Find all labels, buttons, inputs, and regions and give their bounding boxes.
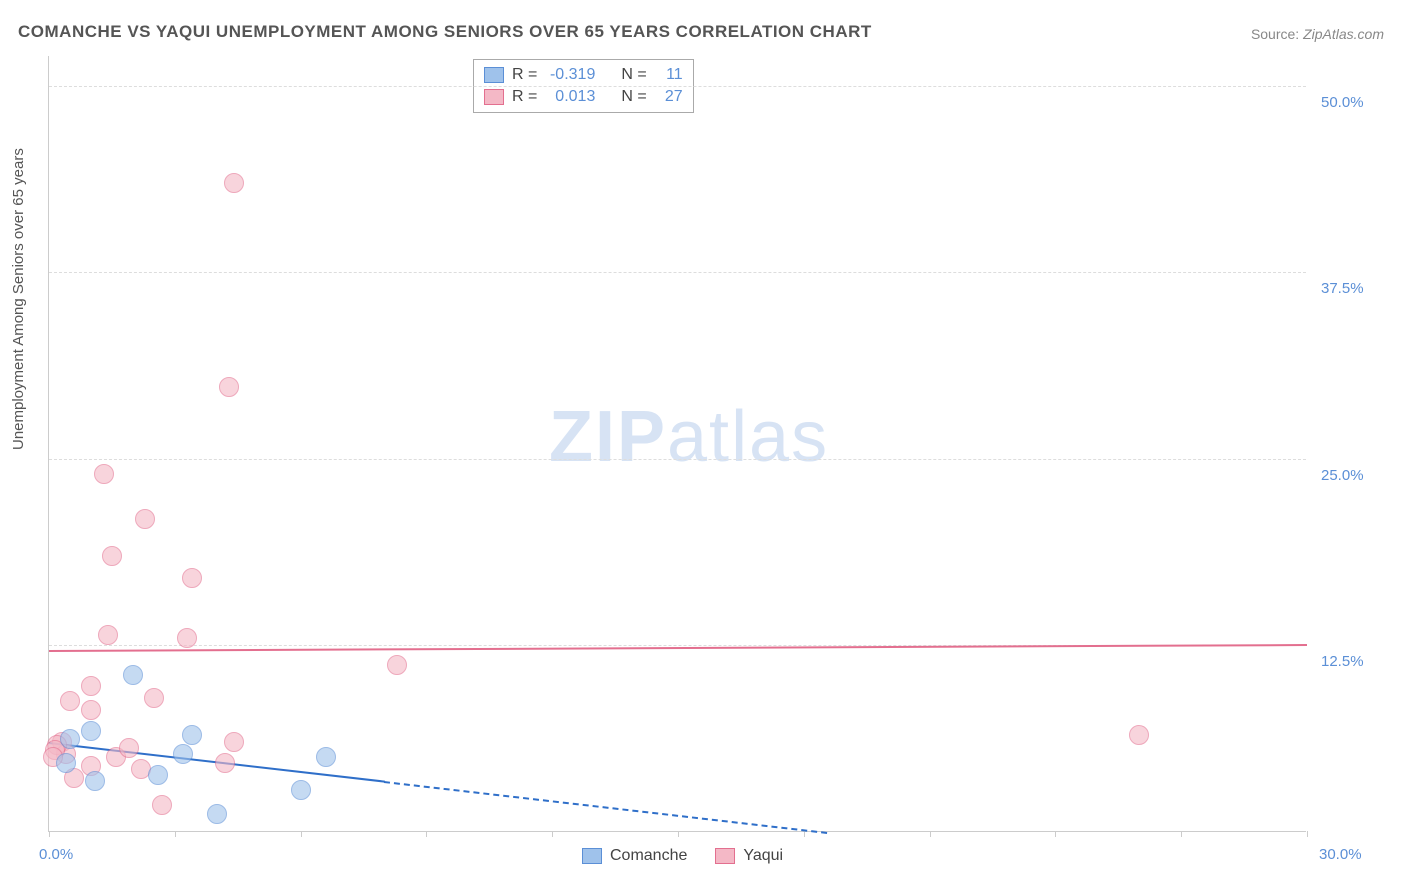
y-tick-label: 25.0%: [1321, 467, 1364, 484]
legend-swatch: [582, 848, 602, 864]
series-swatch: [484, 89, 504, 105]
x-tick: [49, 831, 50, 837]
data-point: [219, 377, 239, 397]
gridline: [49, 459, 1306, 460]
data-point: [135, 509, 155, 529]
legend-swatch: [715, 848, 735, 864]
stats-row: R = -0.319 N = 11: [484, 64, 683, 86]
chart-title: COMANCHE VS YAQUI UNEMPLOYMENT AMONG SEN…: [18, 22, 872, 42]
watermark-light: atlas: [667, 397, 829, 477]
x-tick-label: 30.0%: [1319, 846, 1362, 863]
x-tick: [1055, 831, 1056, 837]
gridline: [49, 272, 1306, 273]
trend-line-extension: [384, 781, 827, 834]
y-tick-label: 12.5%: [1321, 653, 1364, 670]
data-point: [60, 729, 80, 749]
watermark-bold: ZIP: [549, 397, 667, 477]
x-tick-label: 0.0%: [39, 846, 73, 863]
data-point: [182, 725, 202, 745]
data-point: [85, 771, 105, 791]
source-attribution: Source: ZipAtlas.com: [1251, 26, 1384, 42]
r-label: R =: [512, 66, 537, 84]
y-axis-label: Unemployment Among Seniors over 65 years: [10, 148, 27, 450]
series-swatch: [484, 67, 504, 83]
x-tick: [552, 831, 553, 837]
data-point: [1129, 725, 1149, 745]
n-label: N =: [621, 88, 646, 106]
source-value: ZipAtlas.com: [1303, 26, 1384, 42]
data-point: [60, 691, 80, 711]
data-point: [98, 625, 118, 645]
r-value: -0.319: [545, 66, 595, 84]
data-point: [152, 795, 172, 815]
watermark: ZIPatlas: [549, 396, 829, 478]
x-tick: [301, 831, 302, 837]
data-point: [291, 780, 311, 800]
data-point: [173, 744, 193, 764]
data-point: [215, 753, 235, 773]
stats-row: R = 0.013 N = 27: [484, 86, 683, 108]
data-point: [224, 173, 244, 193]
legend-label: Comanche: [610, 847, 687, 865]
gridline: [49, 86, 1306, 87]
data-point: [144, 688, 164, 708]
y-tick-label: 37.5%: [1321, 280, 1364, 297]
legend-item: Yaqui: [715, 847, 783, 865]
x-tick: [1307, 831, 1308, 837]
n-value: 11: [655, 66, 683, 84]
source-label: Source:: [1251, 26, 1299, 42]
data-point: [148, 765, 168, 785]
data-point: [316, 747, 336, 767]
series-legend: Comanche Yaqui: [582, 847, 783, 865]
legend-label: Yaqui: [743, 847, 783, 865]
data-point: [207, 804, 227, 824]
legend-item: Comanche: [582, 847, 687, 865]
data-point: [102, 546, 122, 566]
x-tick: [175, 831, 176, 837]
n-value: 27: [655, 88, 683, 106]
data-point: [224, 732, 244, 752]
data-point: [119, 738, 139, 758]
data-point: [123, 665, 143, 685]
x-tick: [678, 831, 679, 837]
data-point: [81, 700, 101, 720]
n-label: N =: [621, 66, 646, 84]
data-point: [182, 568, 202, 588]
data-point: [387, 655, 407, 675]
data-point: [94, 464, 114, 484]
x-tick: [426, 831, 427, 837]
data-point: [81, 721, 101, 741]
x-tick: [1181, 831, 1182, 837]
y-tick-label: 50.0%: [1321, 94, 1364, 111]
plot-area: ZIPatlas R =-0.319N =11R =0.013N =27 12.…: [48, 56, 1306, 832]
data-point: [177, 628, 197, 648]
r-label: R =: [512, 88, 537, 106]
x-tick: [804, 831, 805, 837]
data-point: [56, 753, 76, 773]
r-value: 0.013: [545, 88, 595, 106]
x-tick: [930, 831, 931, 837]
data-point: [81, 676, 101, 696]
